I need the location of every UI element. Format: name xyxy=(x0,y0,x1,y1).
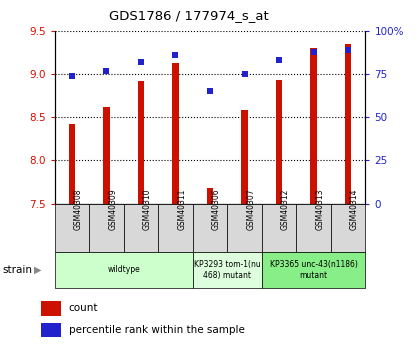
Text: GSM40313: GSM40313 xyxy=(315,189,324,230)
Bar xyxy=(331,204,365,252)
Bar xyxy=(41,323,61,337)
Text: GSM40310: GSM40310 xyxy=(143,189,152,230)
Bar xyxy=(241,110,248,204)
Bar xyxy=(276,80,282,204)
Text: wildtype: wildtype xyxy=(107,265,140,275)
Bar xyxy=(172,63,178,204)
Bar xyxy=(55,252,193,288)
Text: GSM40309: GSM40309 xyxy=(108,188,117,230)
Bar xyxy=(69,124,75,204)
Bar xyxy=(103,107,110,204)
Text: GSM40312: GSM40312 xyxy=(281,189,290,230)
Text: GSM40311: GSM40311 xyxy=(177,189,186,230)
Text: KP3293 tom-1(nu
468) mutant: KP3293 tom-1(nu 468) mutant xyxy=(194,260,261,280)
Bar xyxy=(207,188,213,204)
Text: KP3365 unc-43(n1186)
mutant: KP3365 unc-43(n1186) mutant xyxy=(270,260,357,280)
Bar xyxy=(138,81,144,204)
Bar xyxy=(41,301,61,316)
Bar xyxy=(193,252,262,288)
Bar xyxy=(55,204,89,252)
Bar xyxy=(123,204,158,252)
Bar xyxy=(310,48,317,204)
Bar xyxy=(262,204,297,252)
Bar xyxy=(227,204,262,252)
Text: GSM40308: GSM40308 xyxy=(74,189,83,230)
Text: percentile rank within the sample: percentile rank within the sample xyxy=(69,325,244,335)
Bar xyxy=(158,204,193,252)
Text: GSM40307: GSM40307 xyxy=(246,188,255,230)
Bar xyxy=(345,44,351,204)
Text: GSM40306: GSM40306 xyxy=(212,188,221,230)
Text: ▶: ▶ xyxy=(34,265,42,275)
Text: strain: strain xyxy=(2,265,32,275)
Bar xyxy=(89,204,123,252)
Text: count: count xyxy=(69,303,98,313)
Bar xyxy=(297,204,331,252)
Bar xyxy=(262,252,365,288)
Text: GDS1786 / 177974_s_at: GDS1786 / 177974_s_at xyxy=(109,9,269,22)
Text: GSM40314: GSM40314 xyxy=(350,189,359,230)
Bar xyxy=(193,204,227,252)
